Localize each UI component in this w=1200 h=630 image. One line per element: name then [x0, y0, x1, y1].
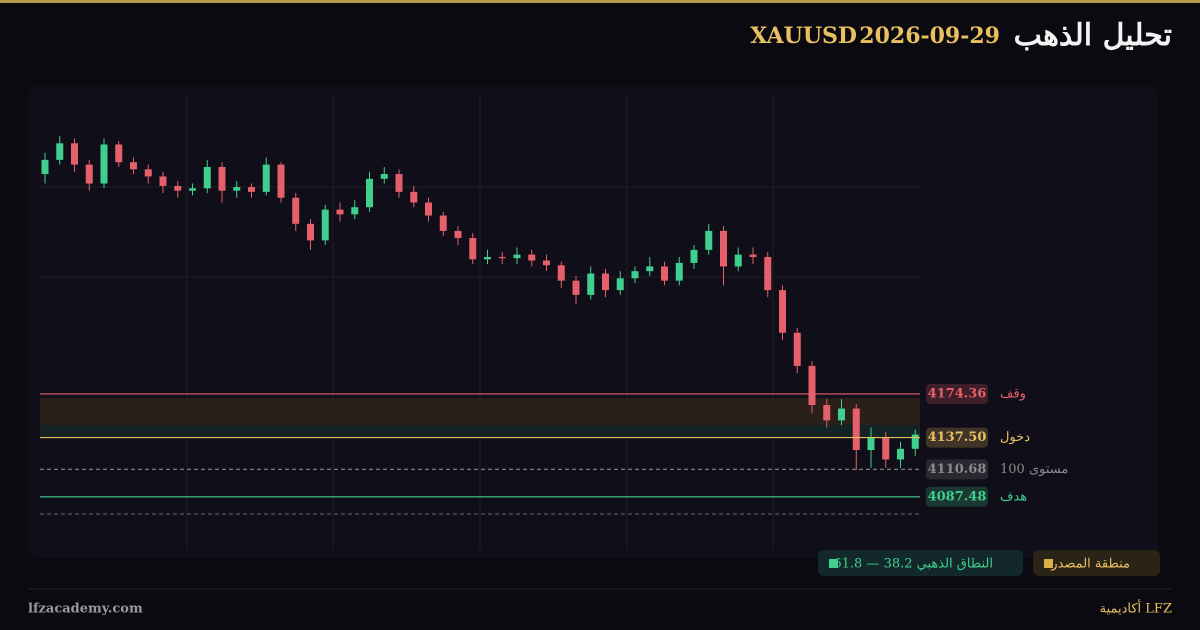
title: تحليل الذهب — [1014, 18, 1172, 53]
candle-body — [793, 332, 801, 366]
candle-body — [557, 265, 565, 281]
candle-body — [690, 249, 698, 263]
candle-body — [734, 254, 742, 267]
candle-body — [808, 365, 816, 405]
candle-body — [528, 254, 536, 261]
level-label: وقف — [1000, 386, 1026, 401]
candle-body — [307, 223, 314, 241]
candle-body — [779, 290, 786, 333]
candle-body — [602, 273, 609, 291]
candle-body — [71, 143, 78, 165]
footer-brand: أكاديمية LFZ — [1100, 600, 1172, 617]
legend-swatch — [1044, 559, 1053, 568]
candle-body — [631, 271, 639, 279]
legend-item — [818, 550, 1023, 576]
level-badge — [926, 486, 988, 507]
candle-body — [749, 254, 757, 257]
candle-body — [543, 260, 550, 266]
candle-body — [203, 166, 211, 189]
candle-body — [41, 159, 49, 175]
candle-body — [380, 174, 388, 179]
candle-body — [484, 256, 491, 260]
level-label: مستوى 100 — [1000, 462, 1068, 477]
candle-body — [867, 436, 875, 450]
candle-body — [56, 143, 64, 160]
candle-body — [498, 256, 506, 259]
chart-panel — [28, 85, 1158, 558]
candle-body — [277, 164, 285, 198]
candle-body — [587, 273, 595, 295]
candle-body — [262, 164, 270, 192]
candle-body — [336, 209, 344, 215]
legend-text: منطقة المصدر — [1050, 557, 1130, 572]
candle-body — [469, 238, 477, 260]
candle-body — [764, 256, 772, 291]
candle-body — [130, 162, 137, 170]
candle-body — [513, 254, 521, 259]
legend-item — [1033, 550, 1160, 576]
level-value: 4110.68 — [928, 462, 987, 477]
candle-body — [248, 187, 255, 192]
candle-body — [100, 144, 108, 184]
candle-body — [410, 191, 418, 203]
candle-body — [454, 230, 462, 239]
candle-body — [616, 278, 624, 291]
level-badge — [926, 383, 988, 404]
candle-body — [675, 262, 683, 281]
candle-body — [159, 176, 167, 186]
legend-swatch — [829, 559, 838, 568]
level-label: دخول — [1000, 430, 1030, 445]
candle-body — [838, 408, 845, 421]
candle-body — [174, 185, 182, 191]
candle-body — [218, 166, 226, 191]
candle-body — [646, 266, 654, 272]
candle-body — [292, 197, 300, 224]
candle-body — [189, 188, 196, 191]
candle-body — [705, 230, 713, 250]
candle-body — [351, 207, 359, 215]
candle-body — [439, 215, 447, 231]
candle-body — [661, 266, 668, 281]
candle-body — [882, 436, 890, 460]
top-border — [0, 0, 1200, 3]
levels: 4174.36 وقف 4137.50 دخول 4110.68 مستوى 100 408… — [40, 383, 1068, 507]
candle-body — [897, 448, 904, 460]
candle-body — [85, 164, 93, 184]
symbol: XAUUSD — [750, 23, 857, 49]
level-value: 4087.48 — [928, 489, 987, 504]
candle-body — [366, 178, 373, 208]
golden-zone — [40, 425, 920, 438]
date: 2026-09-29 — [859, 23, 1000, 49]
source-zone — [40, 398, 920, 425]
level-value: 4137.50 — [928, 430, 987, 445]
level-label: هدف — [1000, 489, 1027, 504]
grid — [40, 95, 920, 550]
candle-body — [395, 174, 403, 192]
candle-body — [115, 144, 123, 163]
candle-body — [572, 280, 580, 295]
candles — [41, 136, 919, 471]
footer-site: lfzacademy.com — [28, 602, 143, 617]
candle-body — [144, 169, 152, 177]
candle-body — [823, 405, 831, 421]
candle-body — [852, 408, 860, 450]
candle-body — [425, 202, 432, 216]
level-badge — [926, 427, 988, 448]
legend-text: النطاق الذهبي 38.2 — 61.8 — [833, 557, 993, 572]
candle-body — [720, 230, 727, 267]
level-badge — [926, 459, 988, 480]
candle-body — [911, 434, 919, 449]
candle-body — [233, 187, 241, 191]
candle-body — [321, 209, 329, 241]
level-value: 4174.36 — [928, 386, 987, 401]
